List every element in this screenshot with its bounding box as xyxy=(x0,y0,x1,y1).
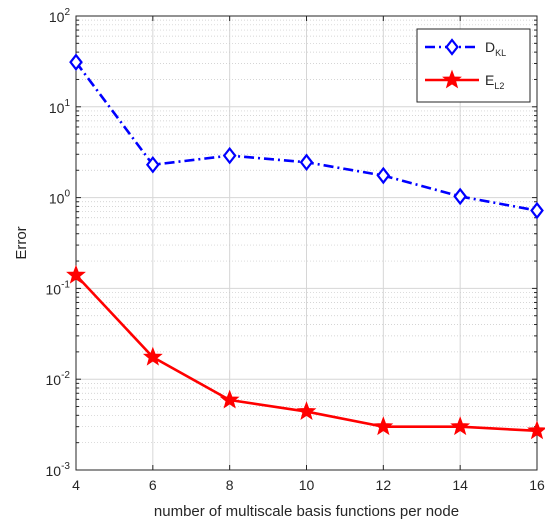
y-axis-label: Error xyxy=(13,226,30,259)
data-point xyxy=(145,155,160,174)
data-point xyxy=(527,420,545,440)
data-point xyxy=(69,53,83,71)
x-axis-label: number of multiscale basis functions per… xyxy=(154,503,459,520)
data-point xyxy=(219,389,240,409)
data-point xyxy=(296,401,317,421)
x-tick-label: 14 xyxy=(452,477,468,493)
legend-label: DKL xyxy=(485,39,506,58)
data-point xyxy=(376,166,391,185)
legend-marker xyxy=(442,69,462,89)
legend-label: EL2 xyxy=(485,72,504,91)
x-tick-label: 8 xyxy=(226,477,234,493)
x-tick-label: 6 xyxy=(149,477,157,493)
data-point xyxy=(222,146,237,165)
data-point xyxy=(450,416,471,436)
data-point xyxy=(453,187,468,206)
y-tick-label: 10-2 xyxy=(46,370,71,388)
data-point xyxy=(299,153,314,172)
data-point xyxy=(142,346,163,366)
series xyxy=(66,53,545,440)
data-point xyxy=(530,201,544,220)
legend-box xyxy=(416,28,531,103)
y-tick-label: 102 xyxy=(49,7,71,25)
y-tick-label: 10-1 xyxy=(46,279,71,297)
x-tick-label: 16 xyxy=(529,477,545,493)
axis-ticks: 4 6 8 10 12 14 16 10-3 10-2 10-1 100 101 102 xyxy=(46,7,545,493)
legend: DKL EL2 xyxy=(416,28,531,103)
legend-marker xyxy=(445,38,459,56)
y-tick-label: 10-3 xyxy=(46,461,71,479)
series-0 xyxy=(69,53,544,220)
series-1 xyxy=(66,264,545,440)
x-tick-label: 4 xyxy=(72,477,80,493)
y-tick-label: 101 xyxy=(49,98,71,116)
data-point xyxy=(373,416,394,436)
y-tick-label: 100 xyxy=(49,189,71,207)
x-tick-label: 10 xyxy=(299,477,315,493)
x-tick-label: 12 xyxy=(376,477,392,493)
data-point xyxy=(66,264,86,284)
